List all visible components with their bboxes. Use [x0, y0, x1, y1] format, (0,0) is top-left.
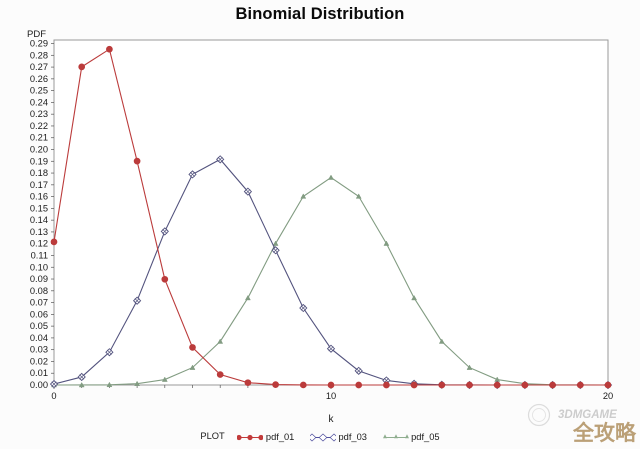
svg-text:0.20: 0.20: [30, 145, 48, 155]
svg-text:0.13: 0.13: [30, 227, 48, 237]
svg-text:0.28: 0.28: [30, 50, 48, 60]
svg-text:0.23: 0.23: [30, 109, 48, 119]
svg-text:0.17: 0.17: [30, 180, 48, 190]
svg-text:0.09: 0.09: [30, 274, 48, 284]
svg-text:0.05: 0.05: [30, 321, 48, 331]
svg-text:0.06: 0.06: [30, 309, 48, 319]
svg-text:0.07: 0.07: [30, 298, 48, 308]
svg-text:0: 0: [51, 391, 56, 401]
svg-text:0.22: 0.22: [30, 121, 48, 131]
svg-text:0.26: 0.26: [30, 74, 48, 84]
svg-text:20: 20: [603, 391, 613, 401]
svg-text:0.10: 0.10: [30, 262, 48, 272]
svg-text:PDF: PDF: [27, 29, 46, 40]
svg-text:0.18: 0.18: [30, 168, 48, 178]
svg-text:k: k: [329, 414, 335, 425]
svg-text:10: 10: [326, 391, 336, 401]
svg-text:0.12: 0.12: [30, 239, 48, 249]
svg-text:0.16: 0.16: [30, 192, 48, 202]
svg-text:0.14: 0.14: [30, 215, 48, 225]
svg-text:0.24: 0.24: [30, 97, 48, 107]
svg-text:0.04: 0.04: [30, 333, 48, 343]
svg-text:0.27: 0.27: [30, 62, 48, 72]
svg-text:0.00: 0.00: [30, 380, 48, 390]
svg-text:0.15: 0.15: [30, 203, 48, 213]
svg-text:0.25: 0.25: [30, 86, 48, 96]
svg-text:0.29: 0.29: [30, 39, 48, 49]
svg-text:0.01: 0.01: [30, 368, 48, 378]
svg-text:0.21: 0.21: [30, 133, 48, 143]
svg-text:0.03: 0.03: [30, 345, 48, 355]
svg-text:0.02: 0.02: [30, 356, 48, 366]
svg-text:0.08: 0.08: [30, 286, 48, 296]
svg-text:0.11: 0.11: [31, 250, 48, 260]
svg-text:0.19: 0.19: [30, 156, 48, 166]
